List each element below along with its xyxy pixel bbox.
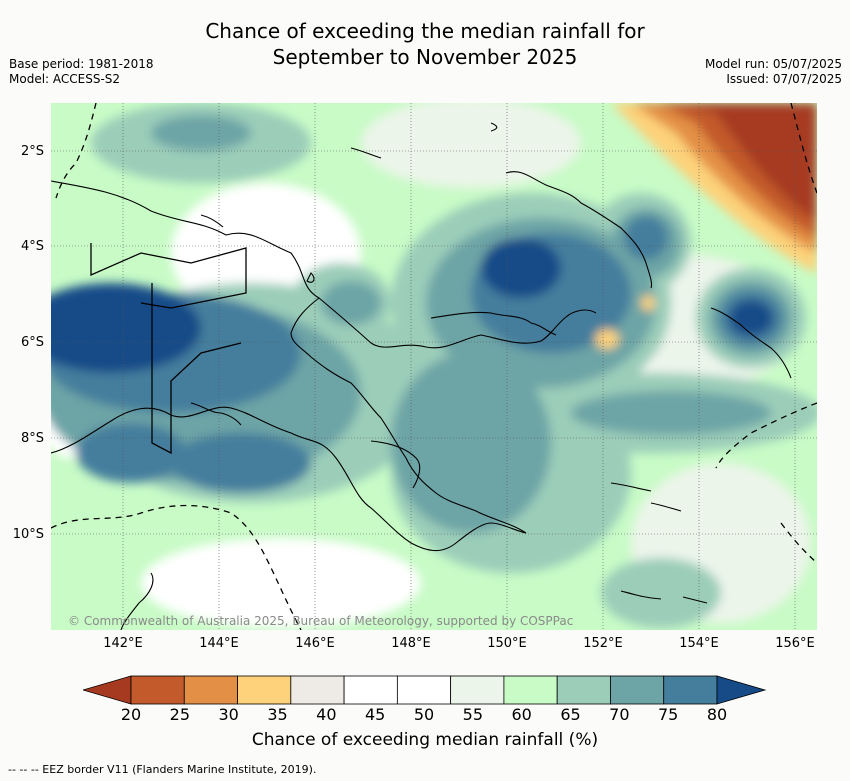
title-line-2: September to November 2025 (272, 45, 578, 69)
chart-title: Chance of exceeding the median rainfall … (0, 18, 850, 70)
colorbar-cell (130, 675, 185, 705)
colorbar-cell (556, 675, 611, 705)
meta-right: Model run: 05/07/2025 Issued: 07/07/2025 (705, 57, 842, 87)
colorbar-tick-label: 50 (413, 705, 435, 724)
lon-label-150e: 150°E (487, 636, 527, 651)
meta-left: Base period: 1981-2018 Model: ACCESS-S2 (9, 57, 154, 87)
coastlines (51, 122, 792, 630)
colorbar-label: Chance of exceeding median rainfall (%) (251, 730, 599, 750)
colorbar-tick-label: 55 (462, 705, 483, 724)
rainfall-map (51, 103, 817, 630)
colorbar-tick-label: 20 (120, 705, 142, 724)
eez-footnote: -- -- -- EEZ border V11 (Flanders Marine… (8, 763, 317, 776)
model-name: Model: ACCESS-S2 (9, 72, 121, 86)
base-period: Base period: 1981-2018 (9, 57, 154, 71)
lon-label-142e: 142°E (103, 636, 143, 651)
colorbar-arrow-high (716, 675, 767, 705)
lon-label-156e: 156°E (775, 636, 815, 651)
colorbar-cell (450, 675, 505, 705)
colorbar (83, 675, 767, 705)
colorbar-cells (130, 675, 718, 705)
colorbar-cell (290, 675, 345, 705)
colorbar-tick-label: 60 (511, 705, 532, 724)
colorbar-tick-label: 30 (218, 705, 239, 724)
map-panel[interactable] (51, 103, 817, 630)
colorbar-cell (503, 675, 558, 705)
lon-label-144e: 144°E (199, 636, 239, 651)
borders (90, 243, 247, 455)
lat-label-2s: 2°S (20, 144, 44, 159)
colorbar-tick-label: 80 (706, 705, 728, 724)
colorbar-tick-label: 45 (364, 705, 386, 724)
lat-label-6s: 6°S (20, 335, 44, 350)
lon-label-146e: 146°E (295, 636, 335, 651)
colorbar-cell (610, 675, 665, 705)
lon-label-154e: 154°E (679, 636, 719, 651)
lat-label-8s: 8°S (20, 431, 44, 446)
lat-label-4s: 4°S (20, 239, 44, 254)
copyright-text: © Commonwealth of Australia 2025, Bureau… (68, 614, 574, 628)
lon-label-152e: 152°E (583, 636, 623, 651)
colorbar-cell (183, 675, 238, 705)
lat-label-10s: 10°S (12, 527, 44, 542)
eez-borders (51, 103, 817, 630)
lon-label-148e: 148°E (391, 636, 431, 651)
colorbar-tick-label: 75 (657, 705, 679, 724)
colorbar-tick-label: 65 (560, 705, 581, 724)
probability-field (51, 103, 817, 628)
colorbar-arrow-low (83, 675, 132, 705)
title-line-1: Chance of exceeding the median rainfall … (205, 19, 645, 43)
colorbar-cell (396, 675, 452, 705)
colorbar-tick-label: 70 (609, 705, 630, 724)
colorbar-cell (663, 675, 718, 705)
colorbar-tick-label: 40 (316, 705, 337, 724)
colorbar-cell (343, 675, 398, 705)
issued-date: Issued: 07/07/2025 (726, 72, 842, 86)
colorbar-tick-label: 35 (267, 705, 288, 724)
colorbar-cell (237, 675, 292, 705)
colorbar-tick-label: 25 (169, 705, 190, 724)
graticule (51, 103, 817, 630)
model-run: Model run: 05/07/2025 (704, 57, 842, 71)
